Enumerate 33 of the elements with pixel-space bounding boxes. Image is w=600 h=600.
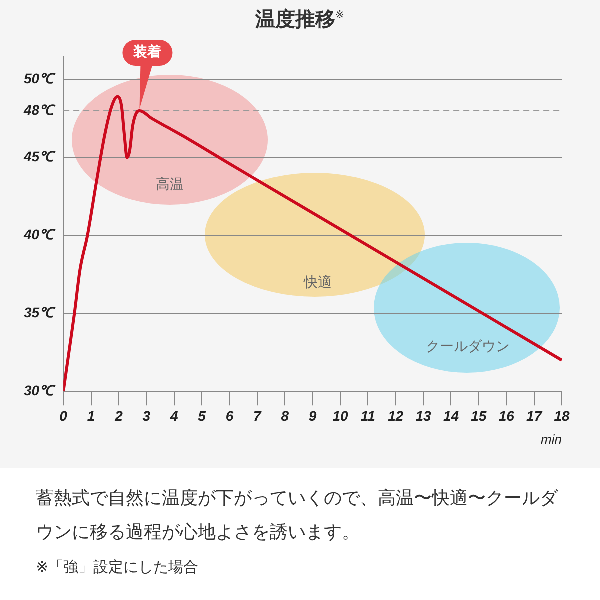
x-tick-label: 3 bbox=[142, 408, 151, 424]
chart-title: 温度推移$^{※}$ bbox=[254, 6, 346, 33]
x-tick-label: 10 bbox=[332, 408, 348, 424]
x-tick-label: 15 bbox=[471, 408, 487, 424]
x-tick-label: 4 bbox=[169, 408, 178, 424]
x-tick-label: 0 bbox=[60, 408, 68, 424]
y-tick-label: 30℃ bbox=[24, 382, 57, 398]
y-tick-label: 35℃ bbox=[24, 304, 57, 321]
x-tick-label: 7 bbox=[254, 408, 263, 424]
annotation: 快適 bbox=[304, 274, 332, 292]
x-tick-label: 9 bbox=[308, 408, 317, 424]
annotation: 装着 bbox=[132, 44, 162, 61]
x-axis-title: min bbox=[541, 432, 562, 447]
x-tick-label: 8 bbox=[281, 408, 290, 424]
text: 蓄熱式で自然に温度が下がっていくので、高温〜快適〜クールダウンに移る過程が心地よさを誘います。 bbox=[36, 487, 560, 545]
annotation: クールダウン bbox=[426, 338, 510, 356]
x-tick-label: 14 bbox=[443, 408, 460, 424]
y-tick-label: 50℃ bbox=[24, 70, 57, 87]
y-tick-label: 40℃ bbox=[22, 226, 57, 243]
x-tick-label: 13 bbox=[416, 408, 432, 424]
x-tick-label: 1 bbox=[87, 408, 96, 424]
x-tick-label: 12 bbox=[388, 408, 404, 424]
x-tick-label: 17 bbox=[526, 408, 544, 424]
text: ※「強」設定にした場合 bbox=[36, 558, 200, 577]
x-tick-label: 16 bbox=[498, 408, 515, 424]
x-tick-label: 2 bbox=[114, 408, 124, 424]
annotation: 高温 bbox=[156, 176, 184, 194]
x-tick-label: 18 bbox=[554, 408, 570, 424]
y-tick-label: 48℃ bbox=[22, 102, 57, 118]
x-tick-label: 11 bbox=[360, 408, 376, 424]
y-tick-label: 45℃ bbox=[22, 148, 57, 165]
x-tick-label: 6 bbox=[226, 408, 234, 424]
x-tick-label: 5 bbox=[198, 408, 206, 424]
